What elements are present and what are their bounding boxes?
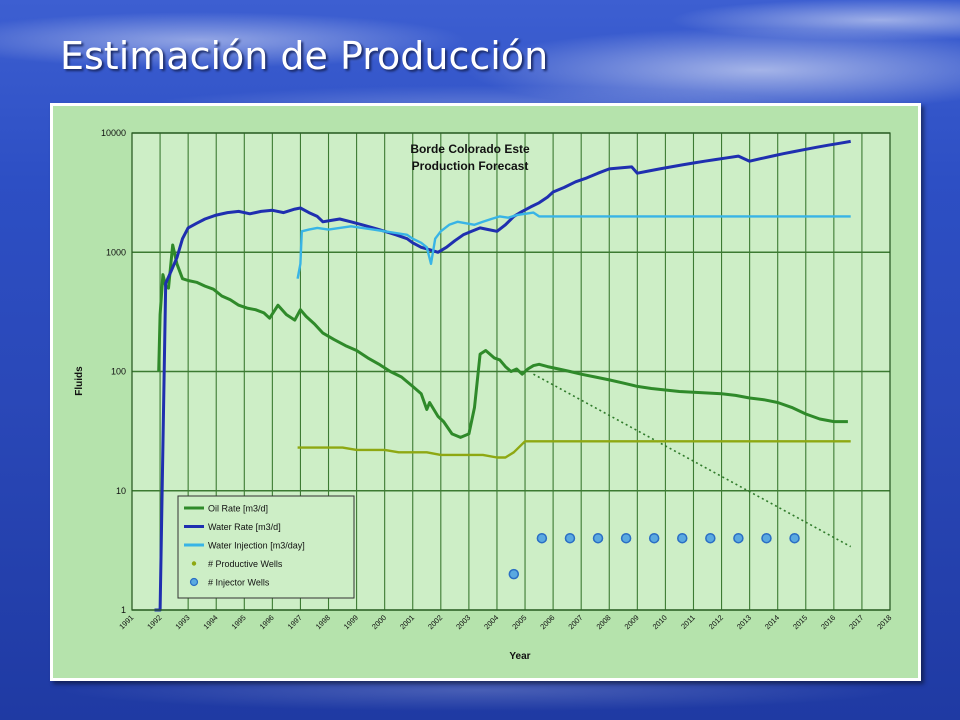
injector-wells-marker (789, 532, 800, 544)
chart-frame: 1 10 100 1000 10000 1991 1992 1993 1994 1995 1996 1… (50, 103, 921, 681)
x-axis-label: Year (509, 651, 530, 662)
legend-label: Water Rate [m3/d] (208, 522, 281, 532)
legend-swatch-dot (191, 561, 197, 566)
legend-box (177, 495, 355, 599)
y-tick-label: 1 (121, 605, 126, 615)
y-tick-label: 10000 (101, 128, 126, 138)
injector-wells-marker (536, 532, 548, 544)
injector-wells-marker (508, 568, 520, 580)
injector-wells-marker (620, 532, 632, 544)
injector-wells-marker (592, 532, 604, 544)
legend-swatch-marker (189, 577, 199, 587)
injector-wells-marker (648, 532, 660, 544)
injector-wells-marker (564, 532, 576, 544)
injector-wells-marker (733, 532, 744, 544)
chart-title: Borde Colorado Este (410, 142, 530, 156)
injector-wells-marker (705, 532, 716, 544)
y-tick-label: 100 (111, 367, 126, 377)
injector-wells-marker (761, 532, 772, 544)
series-layer (154, 139, 852, 612)
injector-wells-marker (677, 532, 688, 544)
legend-label: # Injector Wells (208, 578, 270, 588)
series-line-3 (297, 440, 851, 459)
series-line-1 (154, 139, 851, 612)
y-tick-label: 10 (116, 486, 126, 496)
chart-subtitle: Production Forecast (412, 159, 529, 173)
legend: Oil Rate [m3/d] Water Rate [m3/d] Water In… (177, 495, 355, 599)
legend-label: # Productive Wells (208, 559, 283, 569)
y-tick-label: 1000 (106, 247, 126, 257)
legend-label: Water Injection [m3/day] (208, 541, 305, 551)
plot-border (131, 132, 891, 611)
slide-title: Estimación de Producción (60, 34, 549, 78)
series-line-0 (157, 243, 848, 439)
series-line-2 (296, 211, 851, 279)
legend-label: Oil Rate [m3/d] (208, 504, 268, 514)
y-axis-label: Fluids (74, 366, 85, 396)
oil-forecast-decline-line (533, 373, 852, 548)
